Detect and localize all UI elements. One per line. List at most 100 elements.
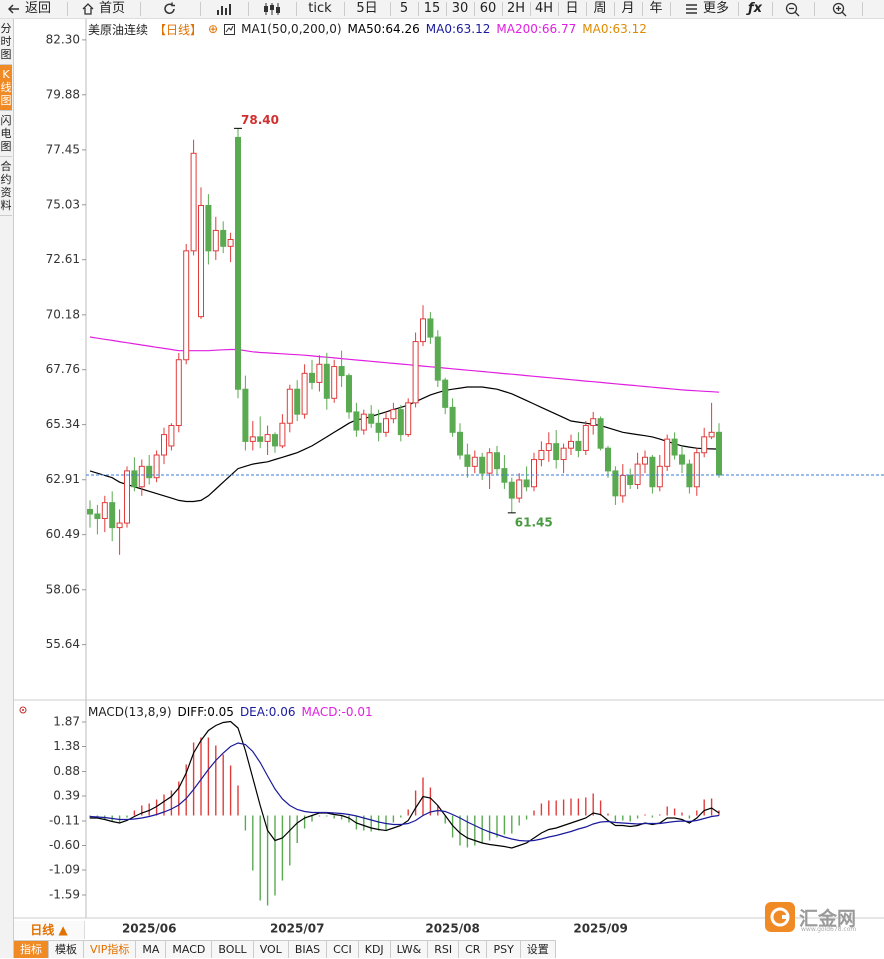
side-tab[interactable]: K线图 <box>0 65 12 111</box>
y-tick-label: -1.09 <box>49 863 80 877</box>
zoom-in-icon[interactable] <box>832 2 847 17</box>
refresh-icon[interactable] <box>163 2 177 16</box>
toolbar-button[interactable]: 60 <box>479 1 497 16</box>
toolbar-button[interactable]: 返回 <box>24 1 52 16</box>
indicator-tab[interactable]: KDJ <box>358 941 391 958</box>
symbol-mark[interactable]: ⊕ <box>208 22 219 36</box>
indicator-tab[interactable]: 设置 <box>520 941 556 958</box>
indicator-tab[interactable]: VIP指标 <box>84 941 137 958</box>
bar-chart-icon[interactable] <box>216 2 234 16</box>
indicator-tab[interactable]: 指标 <box>14 941 49 958</box>
toolbar-button[interactable]: 5日 <box>356 1 378 16</box>
candle-body <box>109 502 116 529</box>
toolbar-separator <box>814 2 815 16</box>
toolbar-button[interactable]: 年 <box>649 1 663 16</box>
indicator-icon[interactable] <box>224 23 236 35</box>
indicator-tab[interactable]: VOL <box>253 941 289 958</box>
toolbar-separator <box>738 2 739 16</box>
candle-body <box>286 388 293 424</box>
candle-body <box>597 418 604 449</box>
toolbar-button[interactable]: 4H <box>534 1 554 16</box>
chart-header: 美原油连续 【日线】 ⊕ MA1(50,0,200,0) MA50:64.26 M… <box>88 21 647 37</box>
candle-body <box>605 447 611 472</box>
menu-icon[interactable] <box>686 4 697 14</box>
toolbar-button[interactable]: 30 <box>451 1 469 16</box>
toolbar-button[interactable]: 周 <box>593 1 607 16</box>
candle-body <box>331 366 338 399</box>
toolbar-separator <box>530 2 531 16</box>
candle-body <box>405 402 412 436</box>
toolbar-separator <box>248 2 249 16</box>
x-tick-label: 2025/08 <box>425 922 479 936</box>
extreme-label: 78.40 <box>241 113 279 127</box>
indicator-tab[interactable]: LW& <box>390 941 429 958</box>
side-tab[interactable]: 合约资料 <box>0 157 12 216</box>
y-tick-label: 67.76 <box>46 362 80 376</box>
candle-icon[interactable] <box>263 2 281 16</box>
indicator-tab[interactable]: 模板 <box>49 941 84 958</box>
indicator-tab[interactable]: BIAS <box>288 941 328 958</box>
toolbar-button[interactable]: 首页 <box>98 1 126 16</box>
toolbar-separator <box>296 2 297 16</box>
candle-body <box>545 443 552 451</box>
candle-body <box>679 454 685 465</box>
logo-url: www.gold678.com <box>801 926 857 933</box>
toolbar-separator <box>670 2 671 16</box>
toolbar-button[interactable]: 2H <box>506 1 526 16</box>
indicator-tab[interactable]: MACD <box>166 941 213 958</box>
candle-body <box>575 440 582 451</box>
toolbar-button[interactable]: tick <box>308 1 332 16</box>
candle-body <box>235 136 241 390</box>
legend-item: DIFF:0.05 <box>177 705 234 719</box>
zoom-out-icon[interactable] <box>785 2 800 17</box>
candle-body <box>323 363 330 399</box>
y-tick-label: 72.61 <box>46 252 80 266</box>
y-tick-label: 55.64 <box>46 637 80 651</box>
toolbar-button[interactable]: ƒx <box>747 1 763 16</box>
candle-body <box>693 452 700 488</box>
toolbar-separator <box>502 2 503 16</box>
x-tick-label: 2025/09 <box>573 922 627 936</box>
candle-body <box>146 465 153 479</box>
indicator-tab[interactable]: PSY <box>487 941 521 958</box>
candle-body <box>420 318 426 343</box>
indicator-tab[interactable]: CCI <box>327 941 359 958</box>
toolbar-button[interactable]: 更多 <box>702 1 730 16</box>
candle-body <box>87 508 93 515</box>
candle-body <box>309 372 315 383</box>
candle-body <box>464 454 471 467</box>
candle-body <box>582 425 589 451</box>
x-tick-label: 2025/07 <box>270 922 324 936</box>
y-tick-label: 77.45 <box>46 142 80 156</box>
y-tick-label: 82.30 <box>46 32 80 46</box>
legend-item: DEA:0.06 <box>239 705 296 719</box>
candle-body <box>124 470 130 524</box>
candle-body <box>708 431 715 438</box>
candle-body <box>360 413 367 431</box>
indicator-tab[interactable]: CR <box>459 941 488 958</box>
candle-body <box>397 409 404 436</box>
toolbar-separator <box>862 2 863 16</box>
indicator-tab[interactable]: BOLL <box>212 941 254 958</box>
side-tab[interactable]: 闪电图 <box>0 111 12 157</box>
candle-body <box>649 456 656 488</box>
indicator-label: MACD(13,8,9) <box>88 705 172 719</box>
toolbar-button[interactable]: 15 <box>423 1 441 16</box>
toolbar-separator <box>474 2 475 16</box>
back-icon <box>8 4 19 14</box>
candle-body <box>353 411 360 431</box>
candle-body <box>479 456 486 474</box>
indicator-tab[interactable]: MA <box>136 941 167 958</box>
toolbar-button[interactable]: 5 <box>399 1 409 16</box>
candle-body <box>642 456 648 465</box>
toolbar-button[interactable]: 月 <box>621 1 635 16</box>
side-tab[interactable]: 分时图 <box>0 19 12 65</box>
indicator-tab[interactable]: RSI <box>428 941 460 958</box>
candle-body <box>116 522 123 529</box>
chart-title: 美原油连续 <box>88 22 149 37</box>
candle-body <box>383 418 389 433</box>
period-button[interactable]: 日线 ▲ <box>14 921 85 939</box>
toolbar-button[interactable]: 日 <box>565 1 579 16</box>
